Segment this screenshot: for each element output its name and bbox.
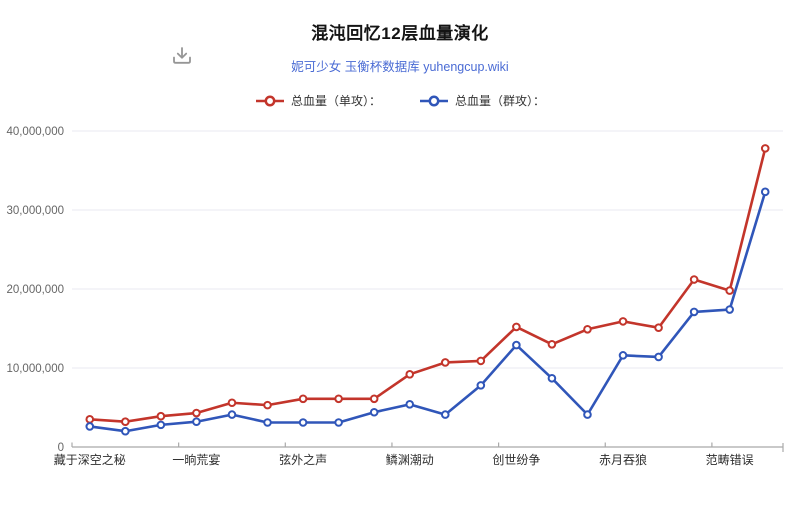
data-point-single-target-12[interactable] [512,322,521,332]
data-point-aoe-19[interactable] [760,187,770,197]
data-point-aoe-5[interactable] [263,418,272,427]
data-point-aoe-12[interactable] [512,340,521,350]
series-line-single-target [88,147,767,424]
y-axis-tick-label: 20,000,000 [6,284,64,296]
data-point-aoe-15[interactable] [618,351,628,360]
legend-label-single-target: 总血量（单攻）： [290,94,381,108]
data-point-single-target-4[interactable] [227,398,237,408]
data-point-aoe-17[interactable] [689,307,699,317]
data-point-aoe-2[interactable] [156,420,166,430]
data-point-aoe-7[interactable] [334,418,343,427]
data-point-single-target-3[interactable] [192,408,201,418]
data-point-single-target-14[interactable] [583,324,592,334]
x-axis-tick-label: 弦外之声 [279,452,327,467]
legend-marker-single-target-icon [255,95,284,106]
data-point-aoe-3[interactable] [192,417,201,427]
data-point-single-target-8[interactable] [369,394,379,404]
chart-legend: 总血量（单攻）： 总血量（群攻）： [0,92,800,109]
data-point-aoe-0[interactable] [85,422,95,431]
data-point-aoe-11[interactable] [476,381,486,390]
data-point-aoe-1[interactable] [121,426,130,436]
data-point-aoe-10[interactable] [440,410,450,419]
x-axis-tick-label: 藏于深空之秘 [54,453,126,467]
data-point-single-target-19[interactable] [760,144,770,153]
data-point-single-target-1[interactable] [121,417,130,427]
data-point-single-target-15[interactable] [618,317,628,326]
data-point-single-target-0[interactable] [85,415,95,424]
data-point-single-target-10[interactable] [440,358,450,367]
data-point-aoe-4[interactable] [227,410,237,419]
chart-subtitle[interactable]: 妮可少女 玉衡杯数据库 yuhengcup.wiki [291,60,509,74]
data-point-single-target-6[interactable] [298,394,308,404]
y-axis-tick-label: 30,000,000 [6,205,64,217]
x-axis-tick-label: 鳞渊潮动 [386,452,434,467]
y-axis-tick-label: 0 [58,442,64,454]
data-point-single-target-7[interactable] [334,394,343,404]
data-point-single-target-13[interactable] [547,340,557,349]
data-point-single-target-18[interactable] [725,286,734,295]
data-point-single-target-17[interactable] [689,275,699,284]
legend-item-single-target[interactable]: 总血量（单攻）： [255,92,381,109]
data-point-single-target-16[interactable] [654,323,663,333]
legend-label-aoe: 总血量（群攻）： [455,94,546,108]
data-point-aoe-6[interactable] [298,418,308,427]
y-axis-tick-label: 40,000,000 [6,126,64,138]
data-point-aoe-9[interactable] [405,400,415,409]
data-point-single-target-2[interactable] [156,411,166,421]
data-point-aoe-16[interactable] [654,352,663,362]
data-point-aoe-13[interactable] [547,373,557,383]
data-point-aoe-18[interactable] [725,305,734,314]
legend-marker-aoe-icon [420,95,448,106]
y-axis-tick-label: 10,000,000 [6,363,64,375]
x-axis-tick-label: 赤月吞狼 [599,452,647,467]
data-point-single-target-9[interactable] [405,370,415,379]
series-line-aoe [88,190,767,433]
chart-title: 混沌回忆12层血量演化 [311,24,489,43]
download-icon[interactable] [169,44,195,70]
data-point-aoe-14[interactable] [583,410,592,419]
x-axis-tick-label: 创世纷争 [492,453,540,467]
legend-item-aoe[interactable]: 总血量（群攻）： [419,92,545,109]
data-point-single-target-11[interactable] [476,356,486,366]
data-point-single-target-5[interactable] [263,400,272,410]
data-point-aoe-8[interactable] [369,407,379,417]
x-axis-tick-label: 一晌荒宴 [172,452,220,467]
x-axis-tick-label: 范畴错误 [706,453,754,467]
